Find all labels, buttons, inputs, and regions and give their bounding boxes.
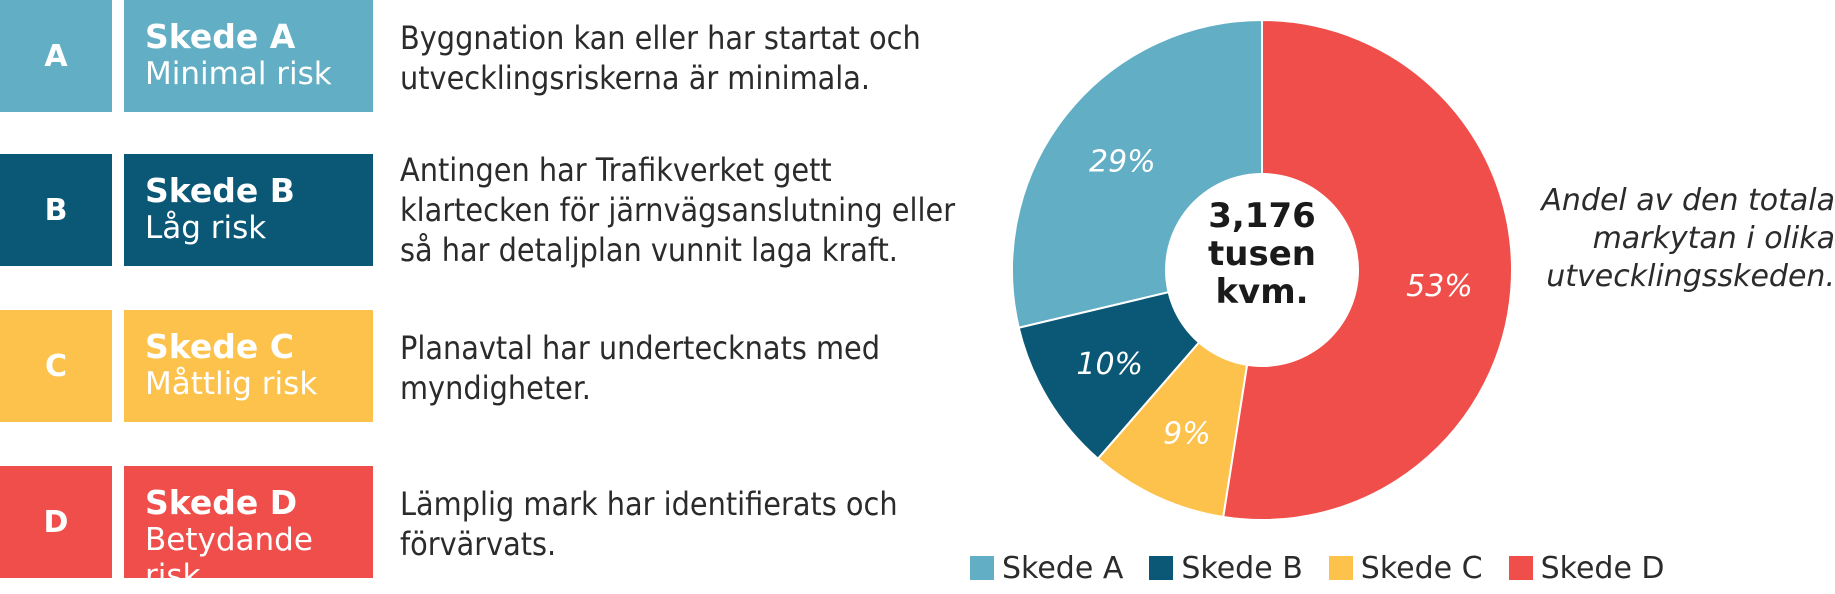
legend-swatch [1328, 556, 1353, 580]
legend-swatch [970, 556, 994, 580]
legend-item-skede-d: Skede D [1508, 550, 1665, 586]
donut-slices [1011, 18, 1514, 521]
legend-label: Skede A [1002, 550, 1124, 586]
donut-slice-skede-d [1222, 18, 1514, 521]
chart-caption: Andel av den totala markytan i olika utv… [1541, 183, 1835, 294]
stage-row-d: D Skede D Betydande risk Lämplig mark ha… [0, 466, 1000, 594]
stage-description: Lämplig mark har identifierats och förvä… [400, 485, 898, 563]
legend-label: Skede D [1540, 550, 1665, 586]
legend-item-skede-b: Skede B [1149, 550, 1303, 586]
stage-description: Antingen har Trafikverket gett klartecke… [400, 151, 956, 269]
stage-letter-box: A [0, 0, 112, 112]
stage-letter-box: D [0, 466, 112, 578]
slice-value-label: 10% [1076, 347, 1143, 382]
slice-value-label: 9% [1163, 416, 1211, 451]
stage-letter: A [44, 38, 68, 74]
legend-swatch [1149, 556, 1174, 580]
stage-label-box: Skede C Måttlig risk [124, 310, 373, 422]
stage-title: Skede C [145, 327, 294, 366]
center-label-line-3: kvm. [1215, 272, 1308, 312]
stage-description: Planavtal har undertecknats med myndighe… [400, 329, 881, 407]
stage-risk-level: Minimal risk [145, 56, 332, 92]
slice-labels: 29% 10% 9% 53% [1076, 145, 1472, 452]
stage-risk-level: Betydande risk [145, 522, 313, 594]
chart-legend: Skede A Skede B Skede C Skede D [970, 546, 1691, 590]
stage-letter: C [44, 348, 68, 384]
stage-label-box: Skede A Minimal risk [124, 0, 373, 112]
stage-row-c: C Skede C Måttlig risk Planavtal har und… [0, 310, 1000, 422]
stage-letter-box: C [0, 310, 112, 422]
slice-value-label: 29% [1089, 145, 1156, 180]
stage-risk-level: Måttlig risk [145, 366, 318, 402]
stage-row-b: B Skede B Låg risk Antingen har Trafikve… [0, 151, 1000, 269]
stage-letter: B [44, 192, 68, 228]
stage-label-box: Skede D Betydande risk [124, 466, 373, 594]
stage-risk-level: Låg risk [145, 210, 267, 246]
center-label-line-2: tusen [1208, 234, 1316, 274]
stage-title: Skede D [145, 483, 298, 522]
slice-value-label: 53% [1406, 269, 1473, 304]
stage-row-a: A Skede A Minimal risk Byggnation kan el… [0, 0, 1000, 112]
stage-letter-box: B [0, 154, 112, 266]
center-label-line-1: 3,176 [1208, 196, 1316, 236]
stage-title: Skede A [145, 17, 296, 56]
legend-item-skede-c: Skede C [1328, 550, 1483, 586]
legend-label: Skede C [1360, 550, 1483, 586]
legend-label: Skede B [1181, 550, 1303, 586]
legend-swatch [1508, 556, 1533, 580]
stage-title: Skede B [145, 171, 295, 210]
legend-item-skede-a: Skede A [970, 551, 1123, 586]
stage-label-box: Skede B Låg risk [124, 154, 373, 266]
stage-description: Byggnation kan eller har startat och utv… [400, 19, 921, 97]
stage-letter: D [43, 504, 69, 540]
donut-hole [1165, 173, 1359, 367]
